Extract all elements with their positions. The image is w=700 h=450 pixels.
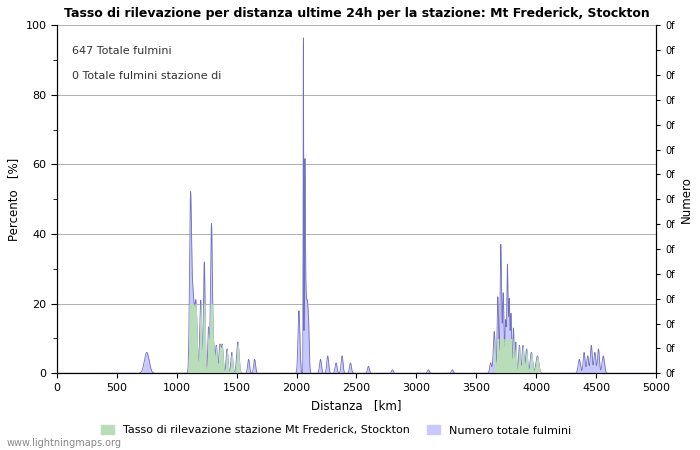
- Y-axis label: Percento   [%]: Percento [%]: [7, 158, 20, 241]
- Legend: Tasso di rilevazione stazione Mt Frederick, Stockton, Numero totale fulmini: Tasso di rilevazione stazione Mt Frederi…: [97, 421, 575, 440]
- Text: 0 Totale fulmini stazione di: 0 Totale fulmini stazione di: [72, 71, 221, 81]
- Title: Tasso di rilevazione per distanza ultime 24h per la stazione: Mt Frederick, Stoc: Tasso di rilevazione per distanza ultime…: [64, 7, 650, 20]
- X-axis label: Distanza   [km]: Distanza [km]: [312, 399, 402, 412]
- Text: 647 Totale fulmini: 647 Totale fulmini: [72, 46, 172, 56]
- Text: www.lightningmaps.org: www.lightningmaps.org: [7, 438, 122, 448]
- Y-axis label: Numero: Numero: [680, 176, 693, 223]
